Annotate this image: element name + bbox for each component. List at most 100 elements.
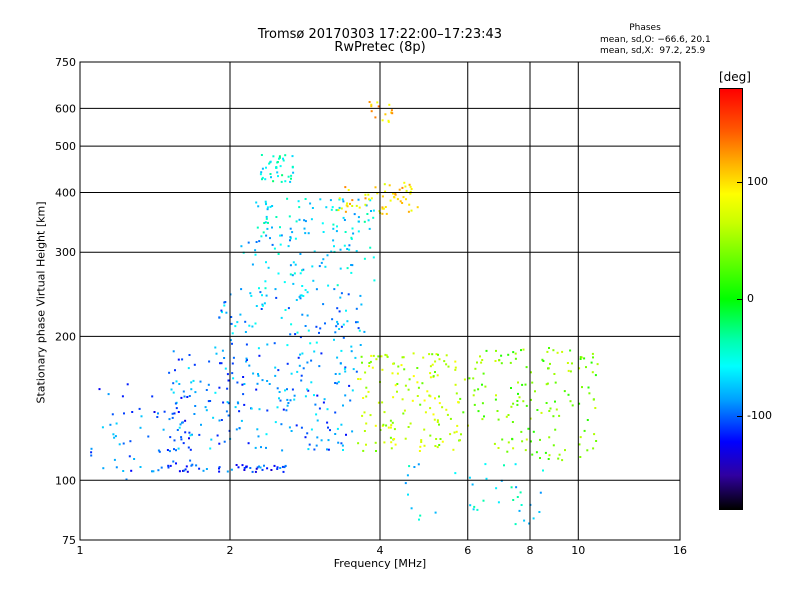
- data-point: [268, 162, 271, 165]
- data-point: [367, 390, 370, 393]
- data-point: [539, 457, 541, 459]
- data-point: [296, 331, 299, 334]
- data-point: [308, 443, 311, 446]
- data-point: [357, 216, 360, 219]
- data-point: [431, 353, 434, 356]
- data-point: [507, 441, 510, 444]
- data-point: [389, 436, 392, 439]
- data-point: [231, 362, 234, 365]
- data-point: [290, 177, 292, 180]
- data-point: [338, 310, 341, 313]
- data-point: [357, 378, 360, 380]
- data-point: [514, 352, 517, 355]
- data-point: [334, 382, 337, 384]
- data-point: [334, 411, 337, 414]
- data-point: [98, 388, 101, 391]
- data-point: [176, 429, 179, 431]
- data-point: [175, 449, 177, 452]
- data-point: [433, 418, 436, 421]
- data-point: [109, 423, 112, 426]
- data-point: [256, 466, 259, 469]
- data-point: [365, 422, 368, 425]
- data-point: [462, 411, 465, 414]
- data-point: [354, 356, 357, 359]
- data-point: [336, 322, 339, 325]
- data-point: [182, 442, 185, 445]
- data-point: [290, 372, 293, 375]
- data-point: [226, 387, 229, 390]
- data-point: [115, 422, 118, 425]
- data-point: [418, 450, 421, 452]
- data-point: [469, 504, 472, 507]
- y-tick-label: 750: [55, 56, 76, 69]
- data-point: [266, 409, 269, 412]
- data-point: [350, 350, 353, 353]
- data-point: [473, 403, 476, 406]
- data-point: [459, 439, 461, 442]
- data-point: [351, 205, 354, 207]
- data-point: [240, 245, 243, 248]
- data-point: [205, 389, 208, 391]
- data-point: [431, 363, 434, 366]
- data-point: [546, 382, 549, 385]
- data-point: [357, 198, 360, 201]
- data-point: [381, 195, 384, 198]
- data-point: [417, 386, 420, 389]
- data-point: [301, 313, 304, 316]
- data-point: [276, 406, 279, 409]
- data-point: [207, 400, 210, 403]
- data-point: [338, 328, 341, 330]
- data-point: [580, 356, 583, 359]
- data-point: [279, 399, 282, 402]
- data-point: [229, 339, 232, 342]
- data-point: [334, 373, 337, 375]
- data-point: [277, 272, 280, 275]
- data-point: [269, 173, 272, 175]
- data-point: [296, 370, 299, 373]
- x-axis-ticks: 1 2 4 6 8 10 16: [77, 544, 688, 557]
- data-point: [510, 387, 512, 389]
- data-point: [368, 365, 371, 368]
- data-point: [139, 466, 142, 468]
- data-point: [112, 433, 115, 436]
- data-point: [326, 254, 329, 257]
- data-point: [151, 470, 153, 473]
- data-point: [220, 309, 223, 312]
- data-point: [476, 361, 478, 364]
- data-point: [157, 412, 159, 415]
- data-point: [350, 271, 353, 274]
- data-point: [302, 295, 305, 297]
- data-point: [368, 227, 371, 230]
- data-point: [339, 296, 342, 299]
- data-point: [377, 401, 380, 404]
- data-point: [318, 331, 320, 334]
- data-point: [497, 447, 500, 449]
- data-point: [495, 349, 497, 352]
- data-point: [348, 248, 351, 251]
- data-point: [169, 464, 172, 467]
- data-point: [454, 368, 457, 371]
- data-point: [507, 414, 510, 416]
- data-point: [218, 316, 221, 319]
- y-tick-label: 400: [55, 186, 76, 199]
- data-point: [548, 347, 550, 349]
- data-point: [569, 400, 572, 403]
- data-point: [304, 220, 307, 223]
- data-point: [332, 239, 335, 242]
- data-point: [271, 205, 274, 207]
- data-point: [453, 431, 456, 434]
- data-point: [429, 407, 432, 410]
- data-point: [349, 399, 352, 402]
- y-tick-label: 200: [55, 330, 76, 343]
- data-point: [247, 442, 250, 445]
- data-point: [300, 379, 303, 382]
- data-point: [90, 454, 93, 457]
- data-point: [113, 458, 116, 461]
- data-point: [177, 447, 180, 450]
- data-point: [188, 395, 191, 397]
- data-point: [370, 105, 373, 108]
- data-point: [333, 288, 336, 291]
- data-point: [344, 210, 347, 213]
- data-point: [269, 205, 272, 208]
- data-point: [344, 231, 347, 233]
